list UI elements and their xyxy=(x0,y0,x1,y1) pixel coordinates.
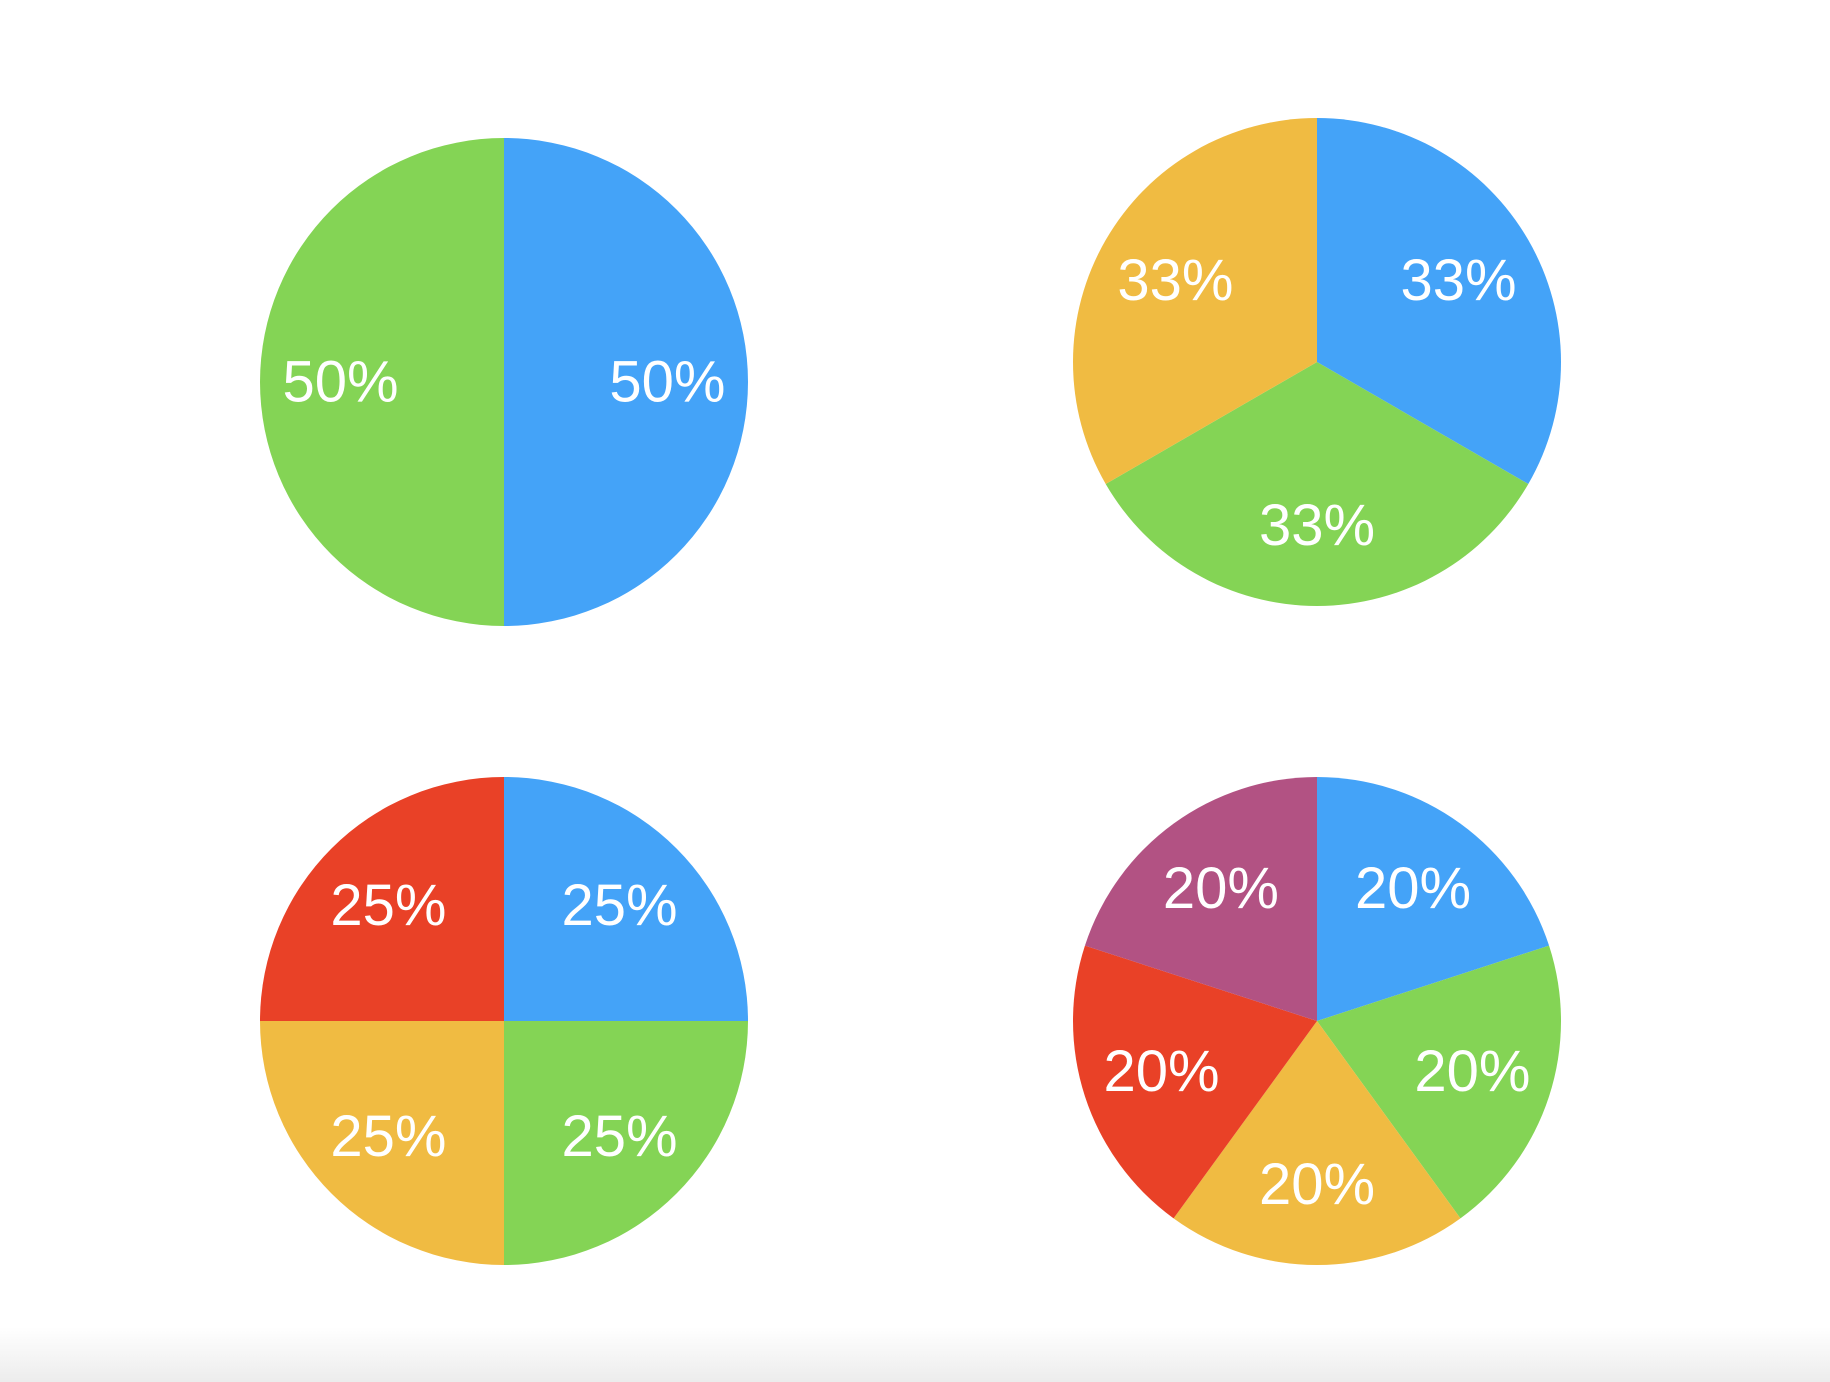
pie-slice xyxy=(1073,945,1317,1219)
slice-label: 33% xyxy=(1117,248,1233,313)
slice-label: 20% xyxy=(1414,1039,1530,1104)
pie-slice xyxy=(1105,362,1529,606)
pie-slice xyxy=(504,1021,748,1265)
slice-label: 50% xyxy=(282,350,398,415)
pie-slice xyxy=(1317,118,1561,484)
slice-label: 25% xyxy=(562,1104,678,1169)
slice-label: 33% xyxy=(1259,493,1375,558)
pie-slice xyxy=(504,777,748,1021)
pie-chart-4: 20% 20% 20% 20% 20% xyxy=(1073,777,1561,1265)
pie-slice xyxy=(1073,118,1317,484)
pie-slice xyxy=(260,1021,504,1265)
pie-slice xyxy=(1317,945,1561,1219)
slice-label: 20% xyxy=(1163,856,1279,921)
slice-label: 25% xyxy=(330,873,446,938)
window-bottom-edge xyxy=(0,1327,1830,1382)
pie-chart-2: 33% 33% 33% xyxy=(1073,118,1561,606)
pie-slice xyxy=(1317,777,1550,1021)
pie-chart-3: 25% 25% 25% 25% xyxy=(260,777,748,1265)
slice-label: 20% xyxy=(1103,1039,1219,1104)
slice-label: 33% xyxy=(1401,248,1517,313)
slice-label: 50% xyxy=(609,350,725,415)
pie-slice xyxy=(260,138,504,626)
slice-label: 20% xyxy=(1355,856,1471,921)
pie-slice xyxy=(1173,1021,1461,1265)
pie-slice xyxy=(504,138,748,626)
slice-label: 20% xyxy=(1259,1152,1375,1217)
pie-slice xyxy=(1084,777,1317,1021)
pie-slice xyxy=(260,777,504,1021)
slice-label: 25% xyxy=(562,873,678,938)
slice-label: 25% xyxy=(330,1104,446,1169)
pie-chart-1: 50% 50% xyxy=(260,138,748,626)
